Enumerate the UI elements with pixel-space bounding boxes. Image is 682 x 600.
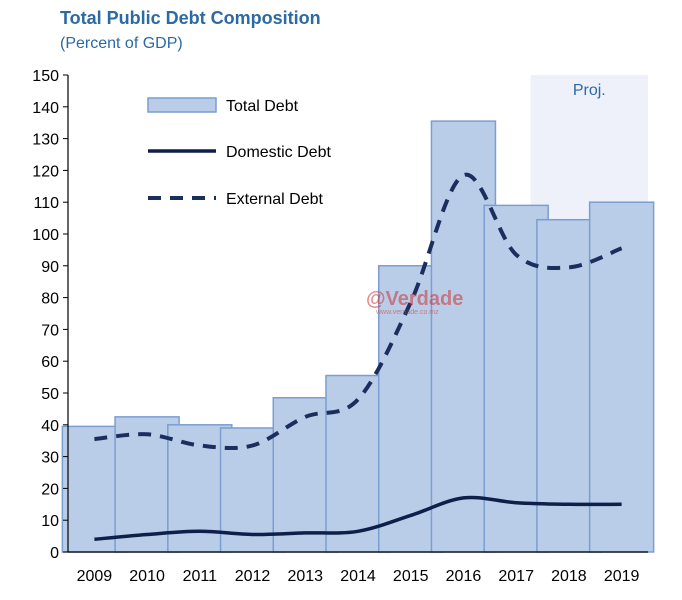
y-tick-label: 40 bbox=[41, 418, 59, 435]
watermark-text: @Verdade bbox=[366, 288, 463, 310]
projection-label: Proj. bbox=[573, 82, 606, 99]
bar-total-debt-2019 bbox=[588, 201, 655, 553]
legend-swatch-total-debt bbox=[147, 97, 217, 113]
y-tick-label: 0 bbox=[50, 545, 59, 562]
y-tick-label: 140 bbox=[32, 100, 59, 117]
watermark: @Verdade www.verdade.co.mz bbox=[366, 288, 463, 316]
x-tick-label: 2013 bbox=[287, 568, 323, 585]
x-tick-label: 2017 bbox=[498, 568, 534, 585]
y-tick-label: 50 bbox=[41, 386, 59, 403]
x-tick-label: 2014 bbox=[340, 568, 376, 585]
chart-subtitle: (Percent of GDP) bbox=[60, 35, 183, 52]
line-domestic-debt bbox=[94, 495, 622, 542]
x-tick-label: 2016 bbox=[446, 568, 482, 585]
y-tick-label: 80 bbox=[41, 291, 59, 308]
legend-label-total-debt: Total Debt bbox=[226, 98, 299, 115]
legend-label-domestic-debt: Domestic Debt bbox=[226, 144, 331, 161]
y-tick-label: 150 bbox=[32, 68, 59, 85]
y-tick-label: 60 bbox=[41, 354, 59, 371]
y-tick-label: 130 bbox=[32, 132, 59, 149]
x-tick-label: 2012 bbox=[235, 568, 271, 585]
y-tick-label: 70 bbox=[41, 322, 59, 339]
y-tick-label: 30 bbox=[41, 450, 59, 467]
x-tick-label: 2015 bbox=[393, 568, 429, 585]
y-tick-label: 90 bbox=[41, 259, 59, 276]
x-tick-label: 2010 bbox=[129, 568, 165, 585]
legend: Total Debt Domestic Debt External Debt bbox=[147, 97, 331, 208]
x-tick-label: 2009 bbox=[77, 568, 113, 585]
y-tick-label: 10 bbox=[41, 513, 59, 530]
x-tick-label: 2011 bbox=[183, 568, 218, 585]
x-tick-label: 2018 bbox=[551, 568, 587, 585]
watermark-url: www.verdade.co.mz bbox=[375, 309, 439, 316]
legend-label-external-debt: External Debt bbox=[226, 191, 323, 208]
y-tick-label: 20 bbox=[41, 481, 59, 498]
x-tick-label: 2019 bbox=[604, 568, 640, 585]
y-tick-label: 100 bbox=[32, 227, 59, 244]
line-external-debt bbox=[94, 172, 623, 451]
chart-title: Total Public Debt Composition bbox=[60, 8, 321, 28]
y-tick-label: 120 bbox=[32, 163, 59, 180]
y-tick-label: 110 bbox=[33, 195, 59, 212]
